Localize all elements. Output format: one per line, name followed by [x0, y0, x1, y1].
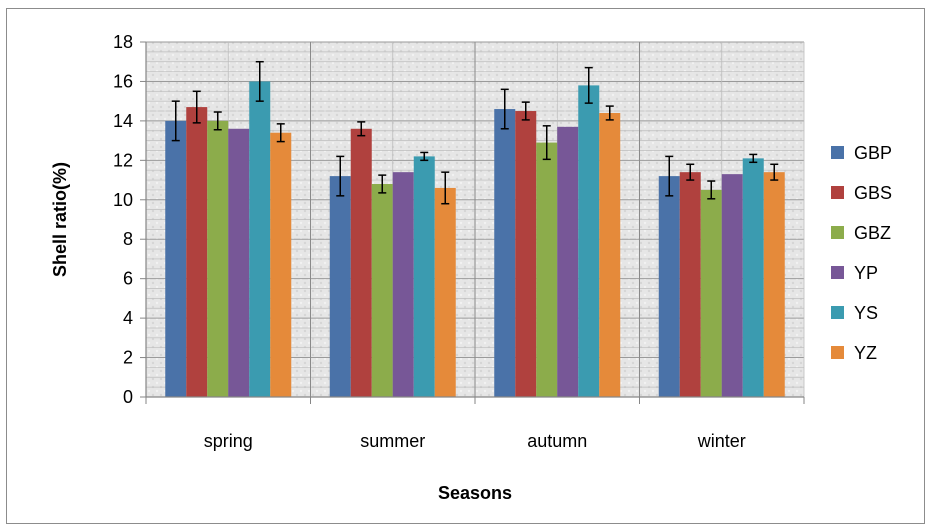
bar-ys-summer: [413, 156, 435, 397]
bar-yp-spring: [228, 128, 250, 397]
y-tick-label: 16: [113, 71, 133, 91]
legend-item-yz: YZ: [831, 343, 877, 363]
x-tick-label: winter: [697, 431, 746, 451]
error-bar-gbp-autumn: [500, 88, 509, 130]
legend-label: GBP: [854, 143, 892, 163]
error-bar-gbp-summer: [336, 155, 345, 197]
bar-ys-spring: [249, 81, 271, 397]
error-bar-gbz-spring: [213, 111, 222, 131]
legend-label: GBZ: [854, 223, 891, 243]
error-bar-gbp-spring: [171, 100, 180, 142]
error-bar-yz-autumn: [605, 105, 614, 121]
error-bar-ys-autumn: [584, 66, 593, 104]
y-tick-label: 8: [123, 229, 133, 249]
bar-gbs-summer: [350, 128, 372, 397]
y-tick-labels: 0 2 4 6 8 10 12 14 16 18: [113, 32, 133, 407]
error-bar-yz-spring: [276, 123, 285, 143]
y-tick-label: 2: [123, 348, 133, 368]
legend-label: YS: [854, 303, 878, 323]
error-bar-gbp-winter: [665, 155, 674, 197]
bar-yp-summer: [392, 172, 414, 397]
error-bar-gbz-winter: [707, 180, 716, 200]
legend-item-gbz: GBZ: [831, 223, 891, 243]
bar-gbs-autumn: [515, 111, 537, 398]
bar-gbz-summer: [371, 184, 393, 397]
legend-swatch: [831, 266, 844, 279]
bar-gbz-winter: [700, 189, 722, 397]
x-tick-labels: spring summer autumn winter: [204, 431, 746, 451]
x-tick-label: autumn: [527, 431, 587, 451]
error-bar-gbz-autumn: [542, 125, 551, 161]
bar-chart: 0 2 4 6 8 10 12 14 16 18 spring summer autumn winter…: [50, 32, 892, 503]
error-bars: [171, 60, 779, 205]
legend-swatch: [831, 306, 844, 319]
bar-yz-winter: [763, 172, 785, 397]
legend-label: YZ: [854, 343, 877, 363]
bars: [165, 81, 785, 398]
x-axis-title: Seasons: [438, 483, 512, 503]
error-bar-gbs-winter: [686, 163, 695, 181]
bar-yz-summer: [434, 187, 456, 397]
bar-gbz-spring: [207, 120, 229, 397]
bar-gbs-spring: [186, 107, 208, 397]
legend-item-ys: YS: [831, 303, 878, 323]
bar-gbp-spring: [165, 120, 187, 397]
error-bar-ys-winter: [749, 153, 758, 164]
error-bar-gbs-spring: [192, 90, 201, 124]
y-tick-label: 6: [123, 269, 133, 289]
legend-label: YP: [854, 263, 878, 283]
x-tick-label: spring: [204, 431, 253, 451]
legend-swatch: [831, 226, 844, 239]
legend-swatch: [831, 346, 844, 359]
bar-yp-autumn: [557, 126, 579, 398]
error-bar-yz-winter: [770, 163, 779, 181]
x-tick-label: summer: [360, 431, 425, 451]
bar-gbp-summer: [329, 176, 351, 397]
chart-frame: 0 2 4 6 8 10 12 14 16 18 spring summer autumn winter…: [6, 8, 925, 524]
error-bar-ys-summer: [420, 151, 429, 162]
y-tick-label: 4: [123, 308, 133, 328]
bar-gbp-winter: [658, 176, 680, 397]
error-bar-gbz-summer: [378, 174, 387, 194]
legend: GBP GBS GBZ YP YS YZ: [831, 143, 892, 363]
y-tick-label: 14: [113, 111, 133, 131]
bar-yp-winter: [721, 174, 743, 397]
legend-label: GBS: [854, 183, 892, 203]
error-bar-gbs-autumn: [521, 101, 530, 121]
bar-ys-winter: [742, 158, 764, 397]
bar-yz-spring: [270, 132, 292, 397]
bar-gbz-autumn: [536, 142, 558, 397]
bar-ys-autumn: [578, 85, 600, 397]
y-axis-title: Shell ratio(%): [50, 162, 70, 277]
y-tick-label: 12: [113, 150, 133, 170]
error-bar-gbs-summer: [357, 121, 366, 137]
bar-gbs-winter: [679, 172, 701, 397]
legend-swatch: [831, 186, 844, 199]
legend-swatch: [831, 146, 844, 159]
legend-item-gbp: GBP: [831, 143, 892, 163]
bar-yz-autumn: [599, 113, 621, 397]
bar-gbp-autumn: [494, 109, 516, 398]
legend-item-yp: YP: [831, 263, 878, 283]
axes: [140, 41, 805, 404]
legend-item-gbs: GBS: [831, 183, 892, 203]
error-bar-ys-spring: [255, 60, 264, 102]
y-tick-label: 10: [113, 190, 133, 210]
y-tick-label: 0: [123, 387, 133, 407]
error-bar-yz-summer: [441, 171, 450, 205]
y-tick-label: 18: [113, 32, 133, 52]
